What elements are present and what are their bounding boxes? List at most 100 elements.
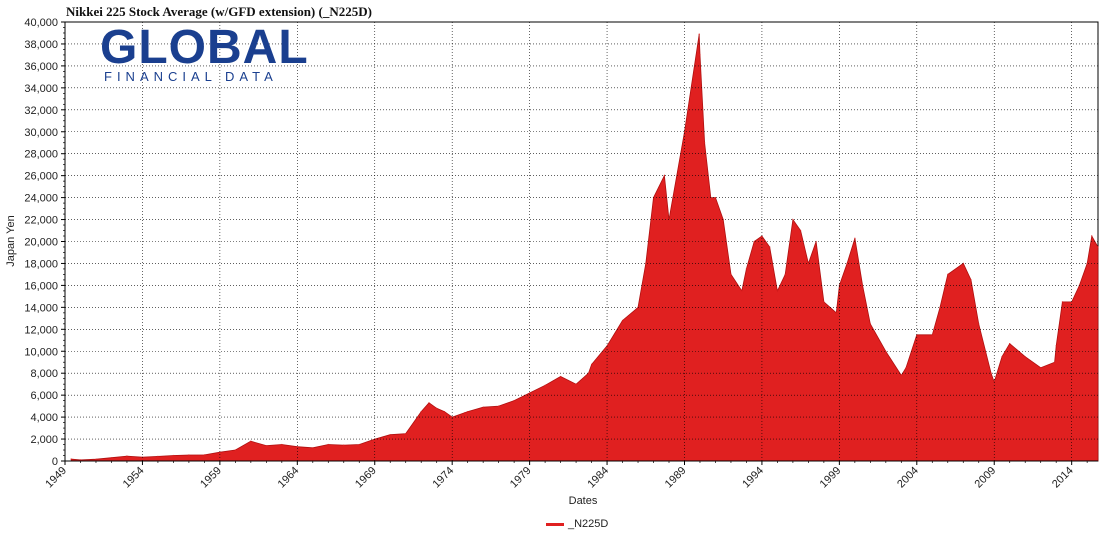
data-point: [464, 412, 466, 414]
data-point: [900, 374, 902, 376]
chart-title: Nikkei 225 Stock Average (w/GFD extensio…: [66, 4, 372, 19]
y-tick-label: 16,000: [24, 280, 58, 292]
data-point: [70, 458, 72, 460]
data-point: [792, 218, 794, 221]
data-point: [1001, 356, 1003, 358]
data-point: [281, 443, 283, 446]
data-point: [714, 197, 717, 199]
y-tick-label: 38,000: [24, 39, 58, 51]
data-point: [846, 262, 848, 264]
x-tick-label: 2004: [895, 465, 921, 491]
y-tick-label: 2,000: [30, 434, 58, 446]
data-point: [1040, 367, 1042, 369]
data-point: [95, 458, 97, 460]
data-point: [172, 454, 174, 457]
data-point: [730, 273, 732, 275]
y-tick-label: 20,000: [24, 237, 58, 249]
data-point: [990, 372, 992, 374]
data-point: [157, 455, 159, 457]
y-tick-label: 36,000: [24, 61, 58, 73]
data-point: [498, 405, 500, 407]
legend-label: _N225D: [568, 518, 609, 530]
data-point: [126, 455, 128, 457]
data-point: [862, 284, 864, 286]
legend-swatch: [546, 522, 564, 526]
data-point: [905, 367, 907, 369]
x-tick-label: 1964: [276, 465, 302, 491]
data-point: [947, 273, 949, 275]
data-point: [587, 372, 590, 374]
grid-layer: [65, 22, 1098, 461]
data-point: [621, 319, 624, 322]
y-tick-label: 0: [52, 456, 58, 468]
data-point: [110, 457, 113, 459]
data-point: [203, 454, 205, 456]
y-tick-label: 40,000: [24, 17, 58, 29]
data-point: [513, 400, 515, 402]
x-tick-label: 1989: [663, 465, 689, 491]
data-point: [443, 411, 445, 413]
data-point: [1009, 343, 1011, 345]
data-point: [544, 384, 546, 386]
data-point: [1091, 235, 1093, 237]
data-point: [575, 383, 577, 385]
x-tick-label: 1949: [43, 465, 69, 491]
y-tick-label: 12,000: [24, 324, 58, 336]
y-tick-label: 30,000: [24, 127, 58, 139]
gfd-logo: GLOBAL FINANCIAL DATA: [100, 21, 309, 84]
logo-subtitle: FINANCIAL DATA: [104, 69, 278, 84]
x-tick-label: 1954: [121, 465, 147, 491]
y-tick-label: 6,000: [30, 390, 58, 402]
x-tick-label: 1959: [198, 465, 224, 491]
data-point: [327, 443, 329, 446]
x-tick-label: 1974: [431, 465, 457, 491]
legend: _N225D: [546, 518, 608, 530]
data-point: [436, 407, 438, 409]
y-tick-label: 10,000: [24, 346, 58, 358]
data-point: [482, 406, 484, 408]
x-axis-label: Dates: [569, 495, 598, 507]
x-tick-label: 1984: [585, 465, 611, 491]
data-point: [699, 54, 701, 56]
data-point: [978, 323, 980, 325]
y-axis-label: Japan Yen: [5, 215, 17, 266]
data-point: [234, 449, 236, 451]
data-point: [769, 246, 771, 248]
x-tick-label: 1979: [508, 465, 534, 491]
data-point: [970, 279, 972, 281]
data-point: [420, 411, 422, 413]
data-point: [591, 363, 593, 365]
y-tick-label: 26,000: [24, 171, 58, 183]
y-tick-label: 24,000: [24, 193, 58, 205]
x-tick-label: 1994: [740, 465, 766, 491]
logo-wordmark: GLOBAL: [100, 21, 309, 74]
x-tick-label: 1969: [353, 465, 379, 491]
data-point: [645, 262, 647, 264]
data-point: [885, 350, 887, 352]
data-point: [467, 411, 469, 413]
data-point: [741, 290, 743, 292]
data-point: [663, 175, 666, 177]
data-point: [784, 273, 786, 275]
data-point: [1086, 262, 1088, 264]
data-point: [265, 445, 267, 447]
data-point: [776, 290, 779, 292]
data-point: [1055, 345, 1057, 347]
data-point: [358, 443, 360, 446]
data-point: [869, 323, 871, 325]
data-point: [698, 33, 700, 35]
data-point: [343, 444, 345, 446]
y-axis-ticks: 0 2,000 4,000 6,000 8,000 10,000 12,000 14,000 1…: [24, 17, 66, 468]
x-tick-label: 2009: [973, 465, 999, 491]
y-tick-label: 14,000: [24, 302, 58, 314]
data-point: [1061, 301, 1063, 303]
data-point: [823, 301, 825, 303]
data-point: [745, 268, 748, 270]
data-point: [835, 312, 837, 314]
x-tick-label: 1999: [818, 465, 844, 491]
y-tick-label: 22,000: [24, 215, 58, 227]
data-point: [704, 142, 706, 144]
data-point: [560, 375, 562, 378]
y-tick-label: 34,000: [24, 83, 58, 95]
